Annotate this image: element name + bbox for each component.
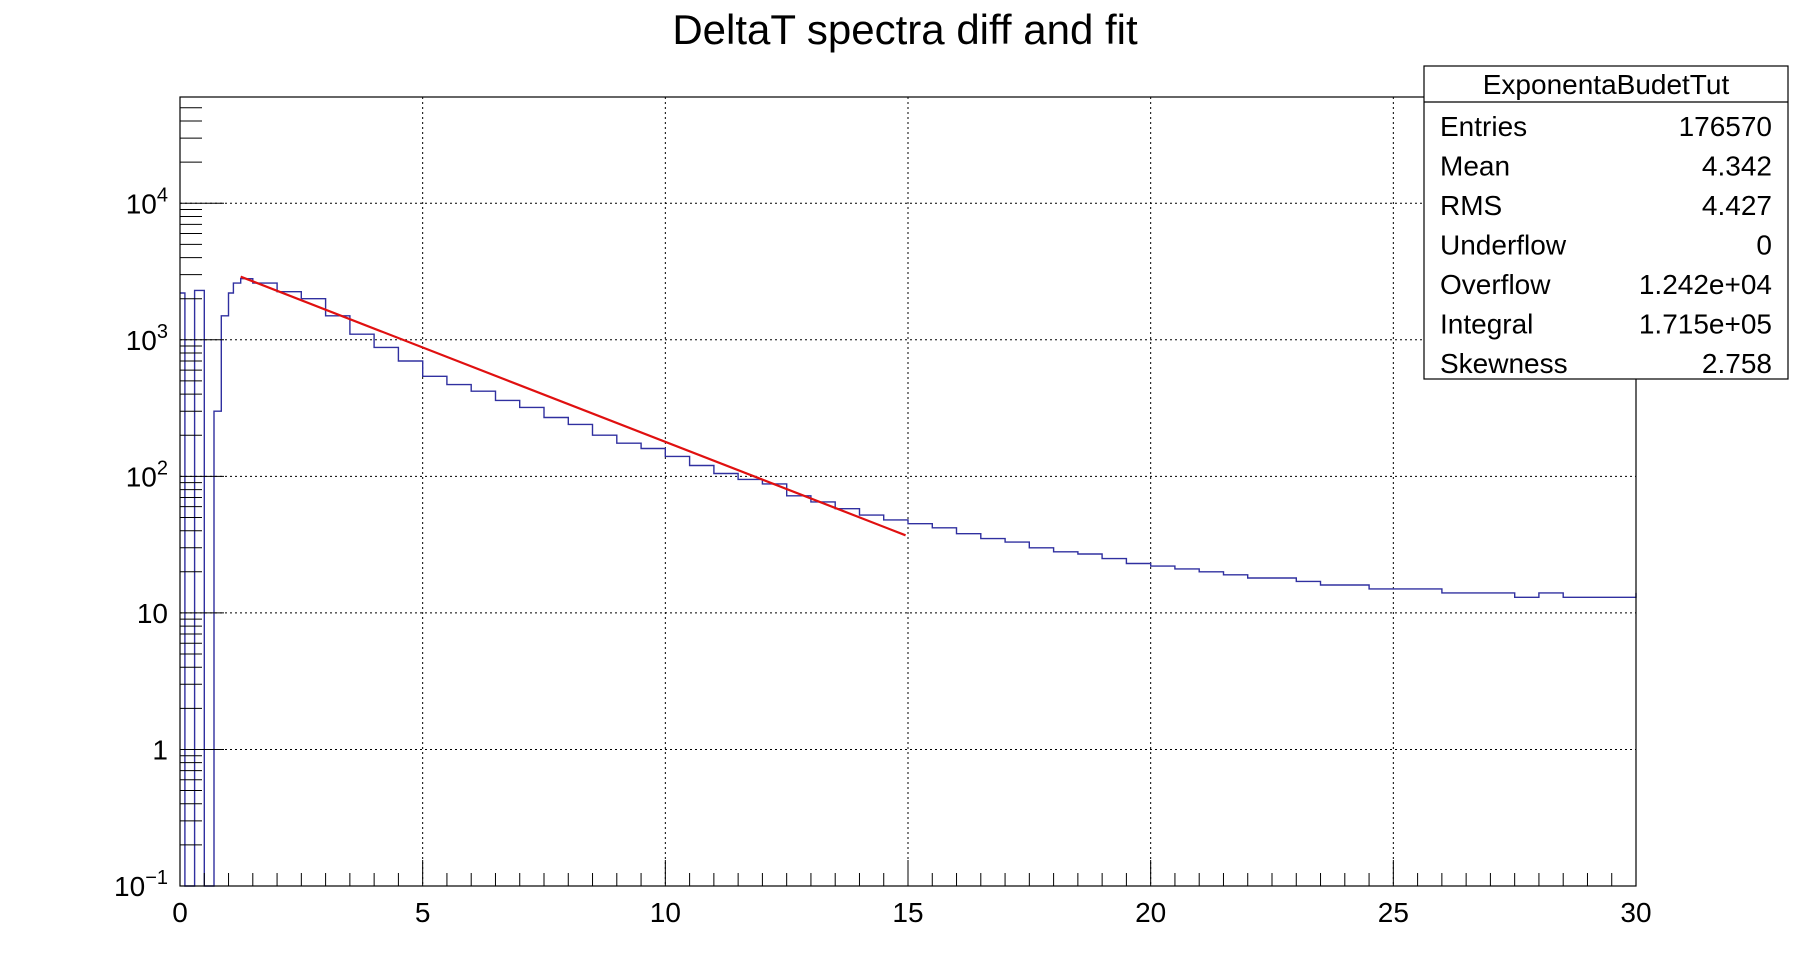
- stats-row-label: Overflow: [1440, 269, 1551, 300]
- stats-row-label: Integral: [1440, 309, 1533, 340]
- y-tick-label: 10−1: [114, 867, 168, 902]
- stats-row-value: 1.715e+05: [1639, 309, 1772, 340]
- fit-line: [240, 275, 906, 537]
- stats-row-label: Skewness: [1440, 348, 1568, 379]
- x-tick-label: 5: [415, 897, 431, 928]
- x-tick-label: 25: [1378, 897, 1409, 928]
- y-tick-label: 1: [152, 734, 168, 765]
- stats-row-label: Entries: [1440, 111, 1527, 142]
- y-tick-label: 104: [126, 184, 168, 219]
- stats-row-value: 176570: [1679, 111, 1772, 142]
- stats-row-value: 2.758: [1702, 348, 1772, 379]
- stats-row-label: Underflow: [1440, 230, 1567, 261]
- x-tick-label: 0: [172, 897, 188, 928]
- grid-lines: [180, 97, 1636, 886]
- y-tick-label: 102: [126, 457, 168, 492]
- chart-title: DeltaT spectra diff and fit: [672, 6, 1138, 53]
- x-tick-label: 20: [1135, 897, 1166, 928]
- stats-row-value: 0: [1756, 230, 1772, 261]
- histogram-series: [180, 278, 1637, 887]
- axes: 0 5 10 15 20 25 30 10−1 1 10 102 103 104: [114, 96, 1652, 928]
- stats-box: ExponentaBudetTut Entries 176570 Mean 4.342 R…: [1423, 65, 1789, 380]
- stats-row-value: 4.427: [1702, 190, 1772, 221]
- x-tick-label: 15: [892, 897, 923, 928]
- stats-box-frame: [1423, 65, 1789, 380]
- stats-row-label: RMS: [1440, 190, 1502, 221]
- plot-area: [180, 275, 1637, 887]
- stats-box-title: ExponentaBudetTut: [1483, 69, 1730, 100]
- y-tick-label: 103: [126, 321, 168, 356]
- stats-row-value: 4.342: [1702, 151, 1772, 182]
- y-tick-label: 10: [137, 598, 168, 629]
- stats-row-label: Mean: [1440, 151, 1510, 182]
- x-tick-label: 10: [650, 897, 681, 928]
- stats-row-value: 1.242e+04: [1639, 269, 1772, 300]
- x-tick-label: 30: [1620, 897, 1651, 928]
